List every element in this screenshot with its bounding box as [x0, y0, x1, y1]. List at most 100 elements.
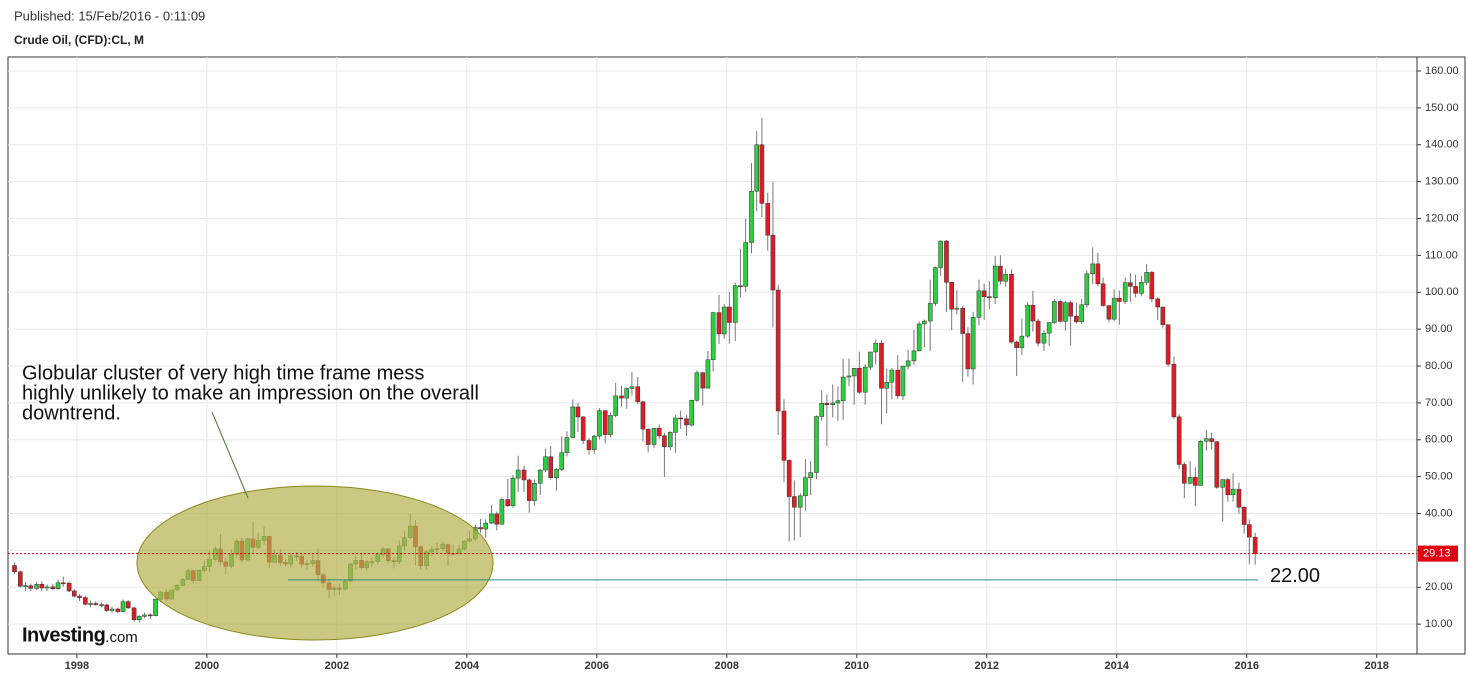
- candle-body: [857, 367, 862, 393]
- x-tick-label: 2014: [1105, 660, 1130, 672]
- candle-body: [1079, 304, 1084, 323]
- candle-body: [521, 469, 527, 481]
- x-tick-label: 2004: [455, 660, 480, 672]
- y-tick-label: 110.00: [1425, 249, 1458, 261]
- candle-body: [1193, 477, 1198, 486]
- candle-body: [60, 582, 66, 585]
- candle-body: [104, 604, 110, 611]
- candle-body: [1068, 302, 1073, 317]
- annotation-line: Globular cluster of very high time frame…: [22, 362, 424, 384]
- x-tick-label: 2010: [845, 660, 869, 672]
- candle-body: [1247, 524, 1252, 538]
- candle-body: [1171, 363, 1177, 418]
- candle-body: [775, 289, 781, 412]
- candle-body: [846, 375, 852, 378]
- candle-body: [478, 527, 483, 530]
- candle-body: [873, 342, 878, 353]
- candle-body: [770, 234, 776, 291]
- candle-body: [1182, 464, 1187, 484]
- candle-body: [1095, 263, 1101, 285]
- candle-body: [792, 496, 797, 508]
- candle-body: [1144, 272, 1149, 283]
- y-tick-label: 100.00: [1425, 286, 1459, 298]
- x-tick-label: 2002: [325, 660, 349, 672]
- candle-body: [732, 285, 738, 323]
- candle-body: [808, 472, 813, 478]
- candle-body: [1003, 273, 1008, 282]
- candle-body: [868, 351, 873, 368]
- candle-body: [954, 307, 960, 310]
- candle-body: [635, 386, 641, 403]
- candle-body: [1236, 488, 1242, 508]
- x-tick-label: 2012: [975, 660, 999, 672]
- symbol: Crude Oil, (CFD):CL, M: [14, 33, 144, 47]
- candle-body: [922, 320, 927, 325]
- candle-body: [749, 190, 754, 243]
- y-tick-label: 140.00: [1425, 139, 1459, 151]
- candle-body: [781, 410, 787, 461]
- candle-body: [981, 290, 987, 297]
- candle-body: [1122, 282, 1128, 302]
- candle-body: [700, 372, 706, 389]
- candle-body: [705, 359, 711, 389]
- annotation-line: highly unlikely to make an impression on…: [22, 382, 479, 404]
- candle-body: [1111, 297, 1117, 320]
- candle-body: [505, 499, 511, 507]
- candle-body: [933, 267, 938, 304]
- candle-body: [678, 417, 683, 420]
- y-tick-label: 120.00: [1425, 212, 1459, 224]
- candle-body: [689, 400, 695, 426]
- candle-body: [1198, 440, 1203, 486]
- candle-body: [1241, 506, 1247, 525]
- y-tick-label: 20.00: [1425, 581, 1453, 593]
- candle-body: [786, 460, 792, 497]
- candle-body: [970, 317, 976, 370]
- candle-body: [1019, 335, 1025, 348]
- candle-body: [570, 406, 576, 438]
- candle-body: [673, 417, 678, 433]
- candle-body: [115, 608, 121, 612]
- candle-body: [50, 586, 56, 589]
- annotation-line: downtrend.: [22, 402, 121, 424]
- candle-body: [911, 350, 917, 362]
- candle-body: [1090, 263, 1095, 275]
- candle-body: [1046, 322, 1052, 334]
- candle-body: [537, 469, 543, 484]
- candle-body: [884, 381, 889, 389]
- candle-body: [1230, 488, 1236, 495]
- annotation-arrow: [211, 411, 249, 499]
- candle-body: [125, 601, 131, 609]
- candle-body: [944, 240, 949, 283]
- candle-body: [575, 406, 581, 418]
- candle-body: [591, 435, 597, 450]
- candle-body: [586, 440, 592, 450]
- candle-body: [624, 388, 630, 399]
- candle-body: [580, 416, 586, 441]
- candle-body: [83, 597, 88, 605]
- candle-body: [905, 360, 911, 367]
- y-tick-label: 150.00: [1425, 102, 1459, 114]
- candle-body: [613, 395, 618, 416]
- logo-suffix: .com: [105, 629, 138, 646]
- candle-body: [840, 376, 846, 401]
- candle-body: [1209, 438, 1214, 442]
- candle-body: [765, 203, 771, 236]
- candle-body: [916, 323, 922, 352]
- candle-body: [694, 372, 700, 401]
- candle-body: [88, 603, 93, 605]
- candle-body: [1214, 441, 1220, 488]
- candle-body: [1030, 304, 1036, 322]
- candle-body: [1133, 286, 1138, 294]
- candle-body: [1025, 304, 1031, 337]
- candle-body: [927, 303, 933, 322]
- candle-body: [727, 306, 732, 323]
- candle-body: [1128, 282, 1133, 287]
- candle-body: [526, 479, 532, 501]
- candle-body: [153, 598, 158, 616]
- candle-body: [830, 402, 836, 405]
- last-price-tag: [1418, 545, 1458, 562]
- candle-body: [851, 367, 857, 377]
- x-tick-label: 1998: [65, 660, 89, 672]
- candle-body: [120, 601, 126, 612]
- candle-body: [998, 265, 1003, 282]
